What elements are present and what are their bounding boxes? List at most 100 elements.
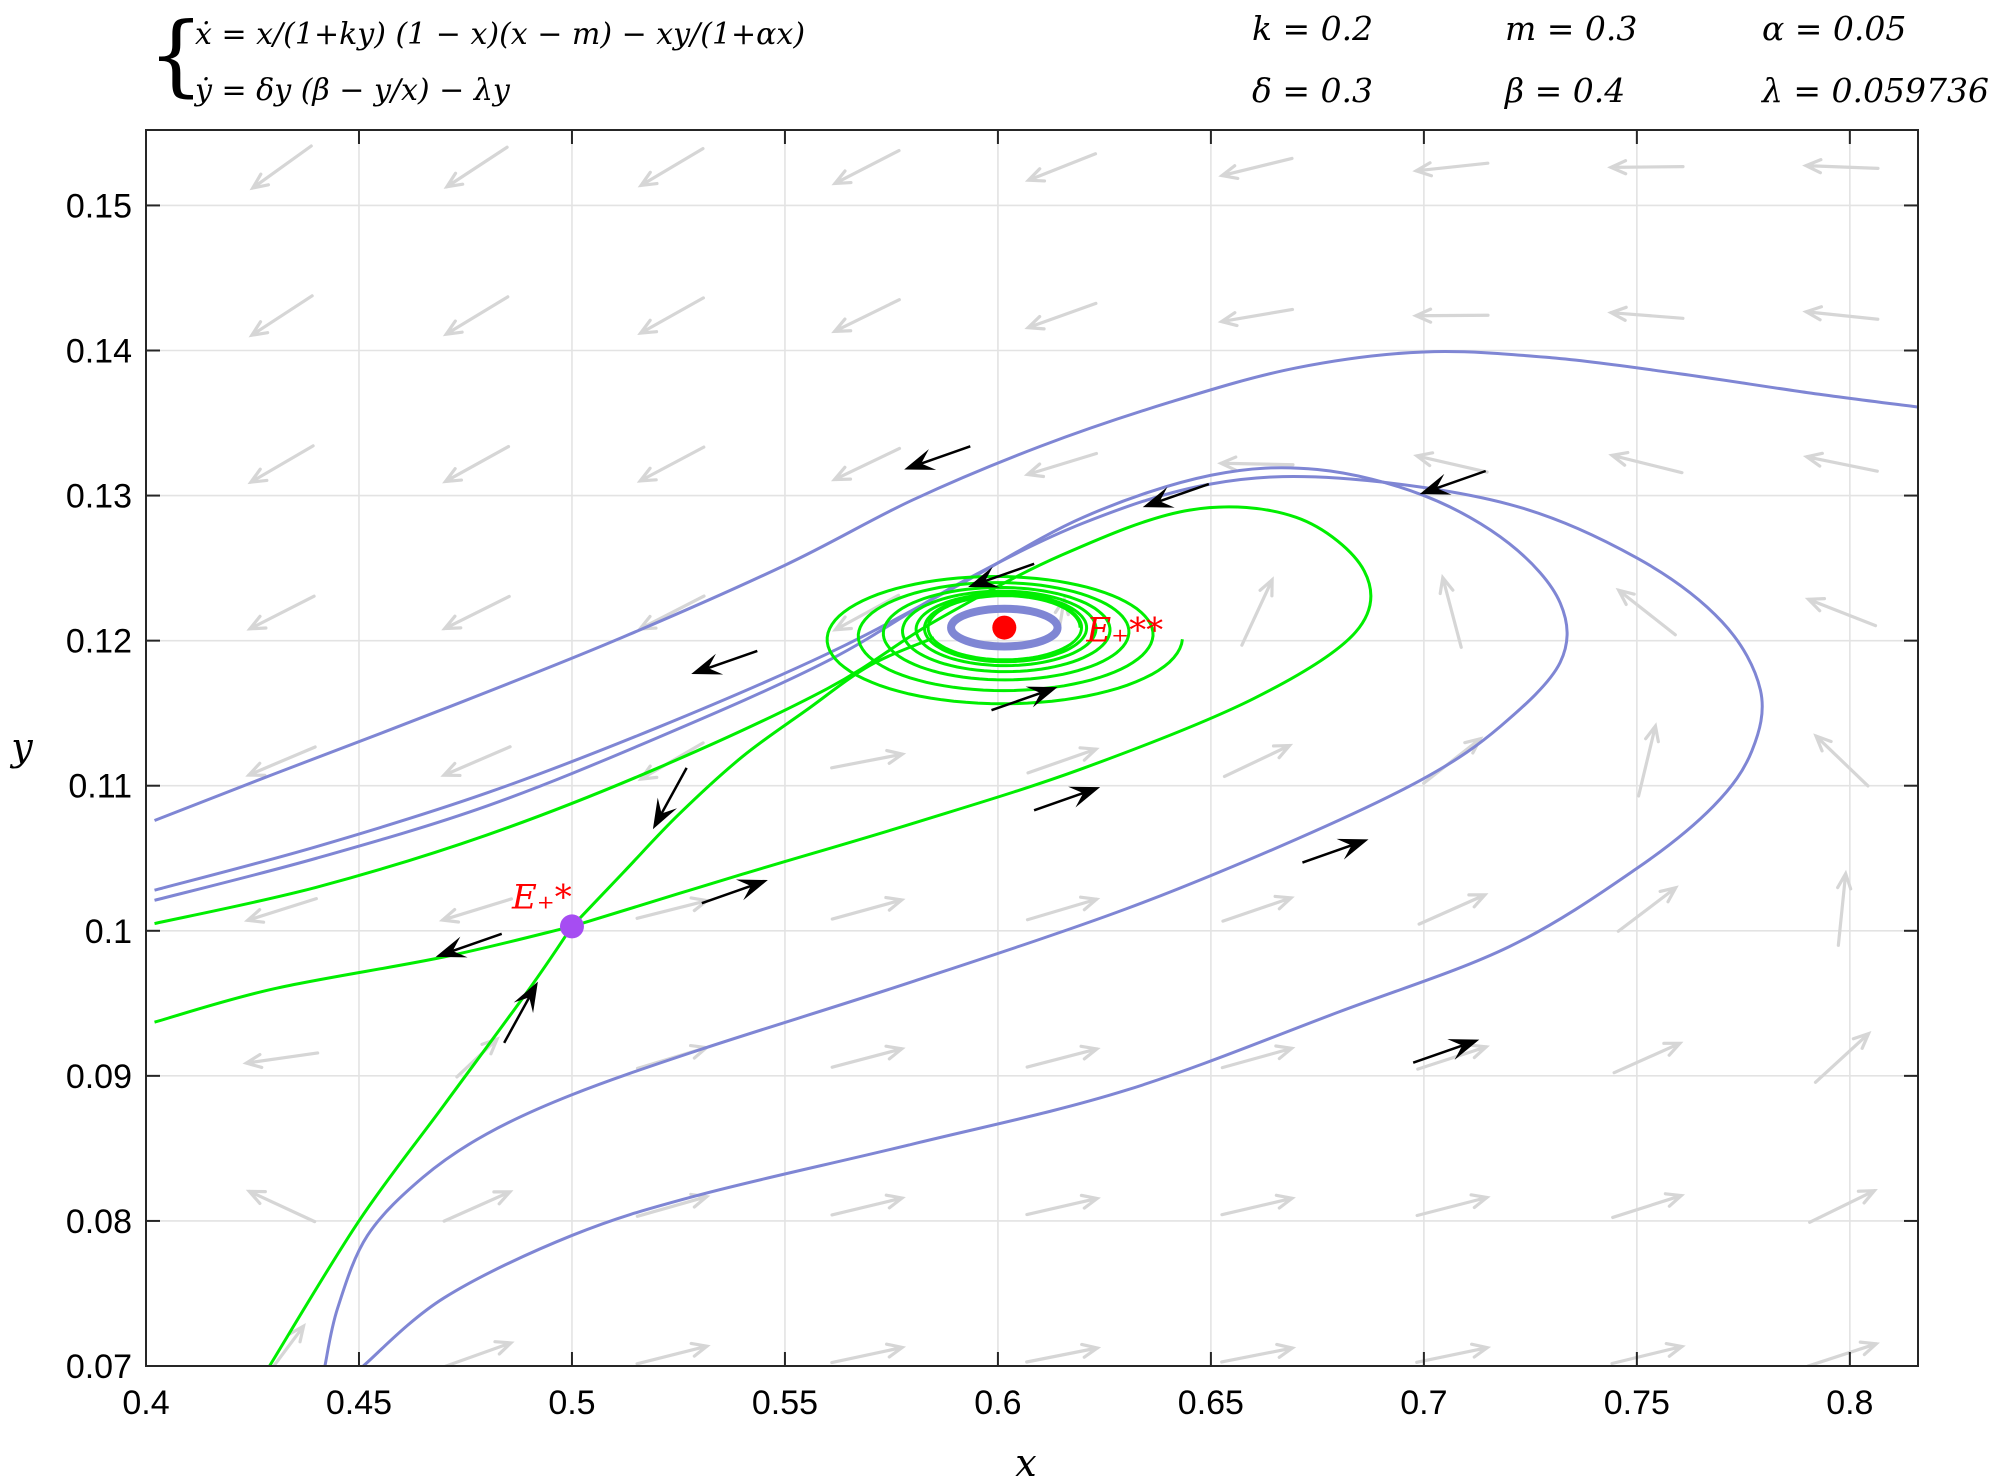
y-tick-label: 0.07 — [66, 1348, 132, 1386]
field-arrow — [245, 745, 317, 777]
field-arrow — [1804, 597, 1878, 628]
y-tick-label: 0.09 — [66, 1058, 132, 1096]
field-arrow — [830, 1044, 906, 1069]
field-arrow — [1616, 885, 1679, 933]
equilibria: E₊* E₊** — [511, 611, 1163, 939]
direction-arrow-shaft — [1159, 482, 1210, 503]
field-arrow — [442, 444, 511, 484]
field-arrow — [442, 295, 510, 337]
axis-ticks — [145, 130, 1918, 1367]
direction-arrow — [968, 566, 1001, 588]
field-arrow — [271, 1323, 306, 1366]
param-alpha: α = 0.05 — [1762, 9, 1906, 48]
field-arrow — [248, 294, 314, 338]
y-axis-label: y — [9, 725, 33, 769]
x-tick-label: 0.75 — [1604, 1384, 1670, 1422]
plot-background — [146, 130, 1918, 1366]
field-arrow — [1808, 1188, 1878, 1224]
field-arrow — [243, 897, 318, 924]
field-arrow — [1413, 451, 1489, 474]
grid-lines — [145, 130, 1918, 1367]
field-arrow — [636, 445, 706, 483]
direction-arrow — [1068, 786, 1101, 808]
field-arrow — [1412, 307, 1490, 324]
x-tick-label: 0.55 — [752, 1384, 818, 1422]
y-tick-label: 0.13 — [66, 478, 132, 516]
equation-block: { ẋ = x/(1+ky) (1 − x)(x − m) − xy/(1+αx… — [148, 3, 805, 108]
x-tick-label: 0.65 — [1178, 1384, 1244, 1422]
system-brace: { — [148, 3, 204, 106]
field-arrow — [242, 1051, 320, 1070]
green-orbit — [154, 505, 1373, 928]
field-arrow — [247, 444, 315, 485]
x-tick-label: 0.45 — [326, 1384, 392, 1422]
field-arrow — [1415, 1342, 1492, 1364]
field-arrow — [637, 296, 705, 336]
field-arrow — [1607, 159, 1685, 176]
field-arrow — [443, 145, 509, 189]
trajectory-curves — [153, 350, 1918, 1366]
field-arrow — [1023, 451, 1099, 479]
field-arrow — [830, 446, 902, 482]
field-arrow — [1802, 451, 1879, 473]
direction-arrow-shaft — [920, 445, 971, 465]
field-arrow — [637, 146, 705, 188]
y-tick-label: 0.11 — [68, 768, 132, 806]
field-arrow — [1608, 450, 1684, 475]
field-arrow — [1025, 1342, 1102, 1364]
direction-arrow — [1419, 473, 1452, 495]
direction-arrow-shaft — [1033, 791, 1084, 812]
direction-arrows — [435, 445, 1487, 1064]
field-arrow — [1240, 576, 1274, 647]
direction-arrow-shaft — [984, 562, 1035, 583]
saddle-equilibrium-marker — [559, 914, 584, 939]
field-arrow — [1806, 1340, 1880, 1366]
field-arrow — [830, 1342, 907, 1365]
direction-arrow-shaft — [701, 884, 752, 905]
field-arrow — [441, 594, 511, 631]
field-arrow — [1636, 722, 1660, 798]
green-orbit — [570, 636, 935, 928]
field-arrow — [1026, 746, 1100, 775]
field-arrow — [1607, 305, 1685, 322]
field-arrow — [1024, 152, 1098, 183]
y-tick-label: 0.12 — [66, 623, 132, 661]
field-arrow — [635, 1341, 711, 1366]
param-beta: β = 0.4 — [1503, 71, 1625, 110]
field-arrow — [1025, 895, 1101, 922]
green-orbit — [154, 924, 573, 1024]
green-spiral — [825, 575, 1184, 706]
direction-arrow-shaft — [1412, 1044, 1463, 1064]
equilibrium-label-e-star: E₊* — [511, 877, 572, 917]
field-arrow — [245, 1189, 317, 1224]
direction-arrow-shaft — [1436, 469, 1487, 490]
tick-labels: 0.4 0.45 0.5 0.55 0.6 0.65 0.7 0.75 0.8 0.07 0.08 0… — [66, 187, 1874, 1422]
y-tick-label: 0.14 — [66, 333, 132, 371]
direction-arrow — [1025, 686, 1058, 708]
x-tick-label: 0.8 — [1826, 1384, 1873, 1422]
direction-arrow — [513, 981, 538, 1014]
blue-limit-cycle — [947, 604, 1062, 651]
field-arrow — [1416, 1043, 1490, 1071]
x-tick-label: 0.6 — [974, 1384, 1021, 1422]
vector-field — [242, 144, 1880, 1366]
field-arrow — [830, 895, 906, 921]
field-arrow — [1813, 1031, 1872, 1084]
field-arrow — [1417, 893, 1489, 926]
field-arrow — [249, 144, 313, 191]
y-tick-label: 0.08 — [66, 1203, 132, 1241]
x-tick-label: 0.4 — [122, 1384, 169, 1422]
axes-frame — [145, 129, 1919, 1367]
field-arrow — [1218, 156, 1294, 181]
field-arrow — [1025, 1044, 1101, 1069]
parameter-list: k = 0.2 m = 0.3 α = 0.05 δ = 0.3 β = 0.4… — [1252, 9, 1989, 110]
blue-orbit — [154, 466, 1569, 1366]
field-arrow — [1611, 1192, 1686, 1220]
direction-arrow — [735, 879, 768, 901]
equation-x-dot: ẋ = x/(1+ky) (1 − x)(x − m) − xy/(1+αx) — [195, 17, 805, 52]
field-arrow — [1615, 587, 1677, 637]
field-arrow — [1217, 307, 1295, 328]
field-arrow — [1813, 733, 1870, 788]
direction-arrow — [1142, 486, 1175, 508]
